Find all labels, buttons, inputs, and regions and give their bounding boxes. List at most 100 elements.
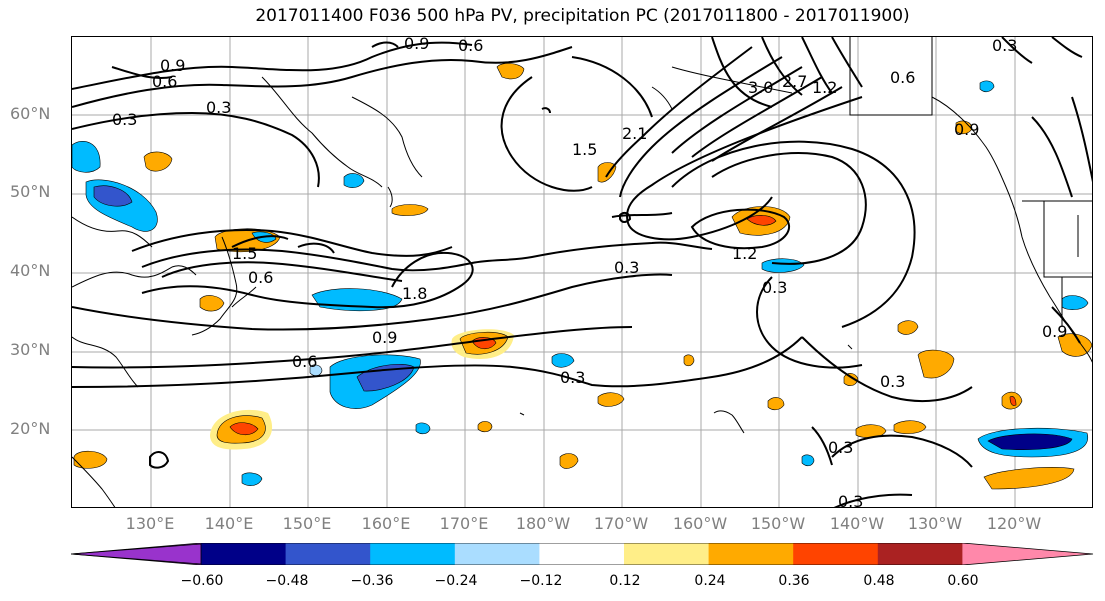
contour-label: 1.8 [402,284,427,303]
precip-cell [559,453,579,469]
colorbar-segment [624,543,710,565]
coastlines [72,37,1092,507]
lon-label-160e: 160°E [361,514,411,533]
colorbar-segment [370,543,456,565]
precip-cell [329,354,421,409]
precip-cell [893,420,927,434]
contour-label: 2.1 [622,124,647,143]
colorbar-segment [285,543,371,565]
precip-cell [73,450,108,469]
precip-cell [143,151,173,172]
precip-cell [551,353,575,368]
colorbar-segment [793,543,879,565]
contour-label: 0.6 [152,72,177,91]
colorbar-segment [708,543,794,565]
map-panel: 0.9 0.6 0.3 0.9 0.6 0.3 3.0 2.7 2.1 1.5 … [71,36,1093,508]
precip-cell [496,63,525,80]
colorbar-tick-label: 0.36 [778,573,810,589]
precip-cell [917,349,955,379]
colorbar-tick-label: 0.24 [694,573,726,589]
precip-cell [1057,333,1092,357]
lon-label-170w: 170°W [593,514,649,533]
colorbar-tick-label: −0.12 [519,573,563,589]
lon-label-170e: 170°E [439,514,489,533]
contour-label: 1.5 [232,244,257,263]
colorbar-segment [877,543,963,565]
contour-label: 0.3 [838,492,863,508]
precip-cell [85,179,158,232]
colorbar-segment [454,543,540,565]
precip-cell [843,373,859,386]
colorbar-tick-label: −0.36 [350,573,394,589]
contour-label: 0.6 [292,352,317,371]
lon-label-180w: 180°W [515,514,571,533]
contour-label: 0.3 [880,372,905,391]
colorbar-segments [71,543,1094,565]
contour-label: 0.3 [560,368,585,387]
precip-cell [855,424,887,438]
lon-label-150e: 150°E [282,514,332,533]
colorbar-tick-label: −0.48 [265,573,309,589]
colorbar-extend-low [71,543,201,565]
precip-cell [767,397,785,411]
precip-cell [683,354,695,367]
precip-cell [309,364,323,377]
precip-cell [597,392,625,407]
contour-label: 0.9 [404,37,429,53]
contour-label: 0.6 [458,37,483,55]
colorbar-tick-label: −0.60 [180,573,224,589]
precip-cell [801,454,815,467]
colorbar-segment [201,543,287,565]
contour-label: 0.3 [206,98,231,117]
map-title: 2017011400 F036 500 hPa PV, precipitatio… [255,6,910,26]
lon-label-140w: 140°W [829,514,885,533]
contour-label: 0.9 [372,328,397,347]
pv-contours [72,37,1092,507]
contour-label: 1.2 [812,78,837,97]
colorbar-tick-label: 0.60 [947,573,979,589]
contour-labels: 0.9 0.6 0.3 0.9 0.6 0.3 3.0 2.7 2.1 1.5 … [112,37,1067,508]
lon-label-120w: 120°W [986,514,1042,533]
colorbar-tick-label: −0.24 [434,573,478,589]
precip-cell [199,295,225,312]
colorbar [71,543,1094,565]
contour-label: 0.9 [1042,322,1067,341]
precip-cell [897,320,919,335]
precip-cell [210,409,273,450]
lon-label-130e: 130°E [125,514,175,533]
contour-label: 0.3 [828,438,853,457]
contour-label: 2.7 [782,72,807,91]
precip-cell [391,204,429,216]
contour-label: 0.3 [112,110,137,129]
contour-label: 1.5 [572,140,597,159]
precip-fills [72,63,1092,490]
contour-label: 0.6 [248,268,273,287]
contour-label: 0.9 [954,120,979,139]
contour-label: 1.2 [732,244,757,263]
colorbar-tick-label: 0.48 [863,573,895,589]
lat-label-40: 40°N [10,261,51,280]
precip-cell [343,173,365,188]
contour-label: 0.9 [160,56,185,75]
precip-cell [72,141,101,173]
lat-label-60: 60°N [10,104,51,123]
lat-label-50: 50°N [10,182,51,201]
lon-label-130w: 130°W [907,514,963,533]
colorbar-tick-label: 0.12 [609,573,641,589]
precip-cell [979,80,995,93]
colorbar-segment [539,543,625,565]
precip-cell [1001,391,1023,410]
lat-label-30: 30°N [10,340,51,359]
contour-label: 0.6 [890,68,915,87]
precip-cell [477,421,493,433]
precip-cell [1061,295,1089,310]
contour-label: 0.3 [762,278,787,297]
precip-cell [415,422,431,435]
contour-label: 0.3 [614,258,639,277]
colorbar-extend-high [962,543,1093,565]
precip-cell [761,258,805,273]
precip-cell [983,467,1075,490]
colorbar-outline [71,543,1094,565]
lon-label-140e: 140°E [204,514,254,533]
map-canvas: 0.9 0.6 0.3 0.9 0.6 0.3 3.0 2.7 2.1 1.5 … [72,37,1092,508]
